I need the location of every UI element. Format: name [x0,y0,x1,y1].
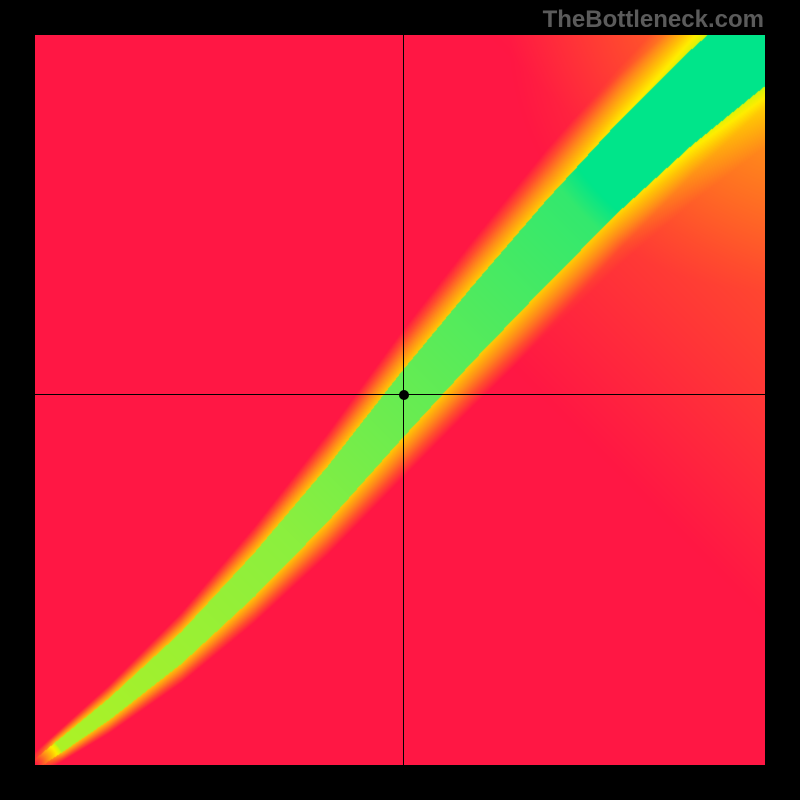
crosshair-marker [399,390,409,400]
watermark-text: TheBottleneck.com [543,6,764,34]
chart-container: TheBottleneck.com [0,0,800,800]
crosshair-vertical [403,35,404,765]
heatmap-canvas [35,35,765,765]
